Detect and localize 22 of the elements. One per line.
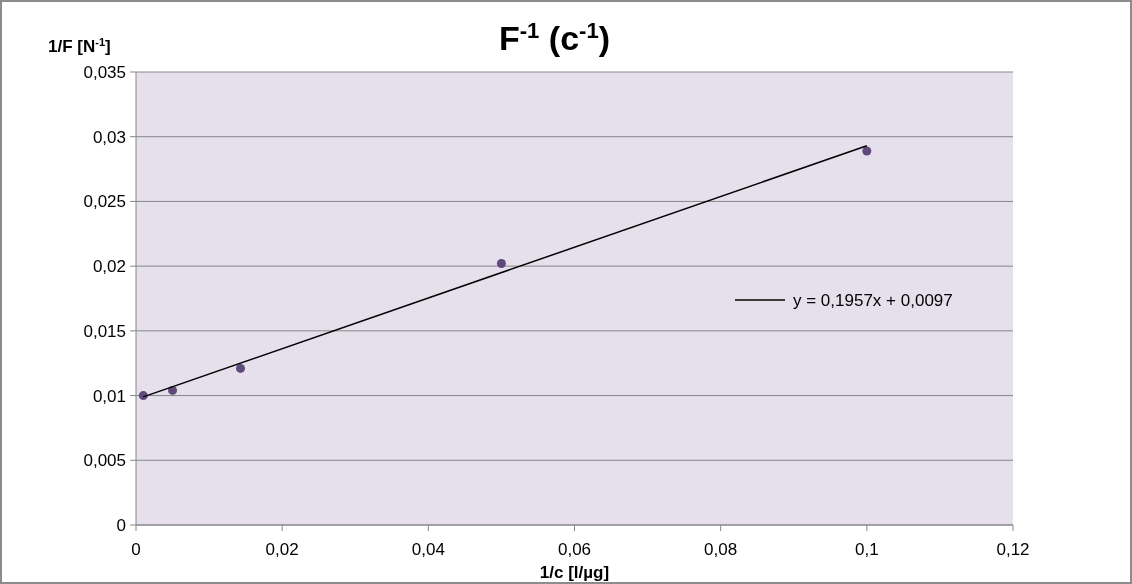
x-tick-label: 0,08 [704, 540, 738, 559]
x-tick-label: 0,02 [265, 540, 299, 559]
x-tick-label: 0,1 [855, 540, 879, 559]
point [496, 259, 506, 269]
y-tick-label: 0,03 [92, 127, 126, 147]
y-tick-label: 0,035 [83, 62, 126, 82]
point [236, 363, 246, 373]
x-tick-label: 0,04 [411, 540, 445, 559]
y-tick-label: 0,02 [92, 257, 126, 277]
chart-title: F$^{-1}$ (c$^{-1}$) [498, 17, 611, 57]
legend-label: y = 0,1957x + 0,0097 [793, 290, 953, 310]
x-tick-label: 0,06 [557, 540, 592, 559]
x-tick-label: 0,12 [996, 540, 1030, 559]
y-tick-label: 0 [116, 515, 126, 535]
y-tick-label: 0,005 [83, 451, 126, 471]
y-tick-label: 0,015 [83, 321, 126, 341]
y-tick-label: 0,01 [92, 386, 126, 406]
point [862, 146, 872, 156]
y-tick-label: 0,025 [83, 192, 126, 212]
x-tick-label: 0 [131, 540, 141, 559]
y-axis-title: 1/F [N$^{-1}$] [48, 36, 111, 56]
x-axis-title: 1/c [l/µg] [539, 563, 610, 582]
